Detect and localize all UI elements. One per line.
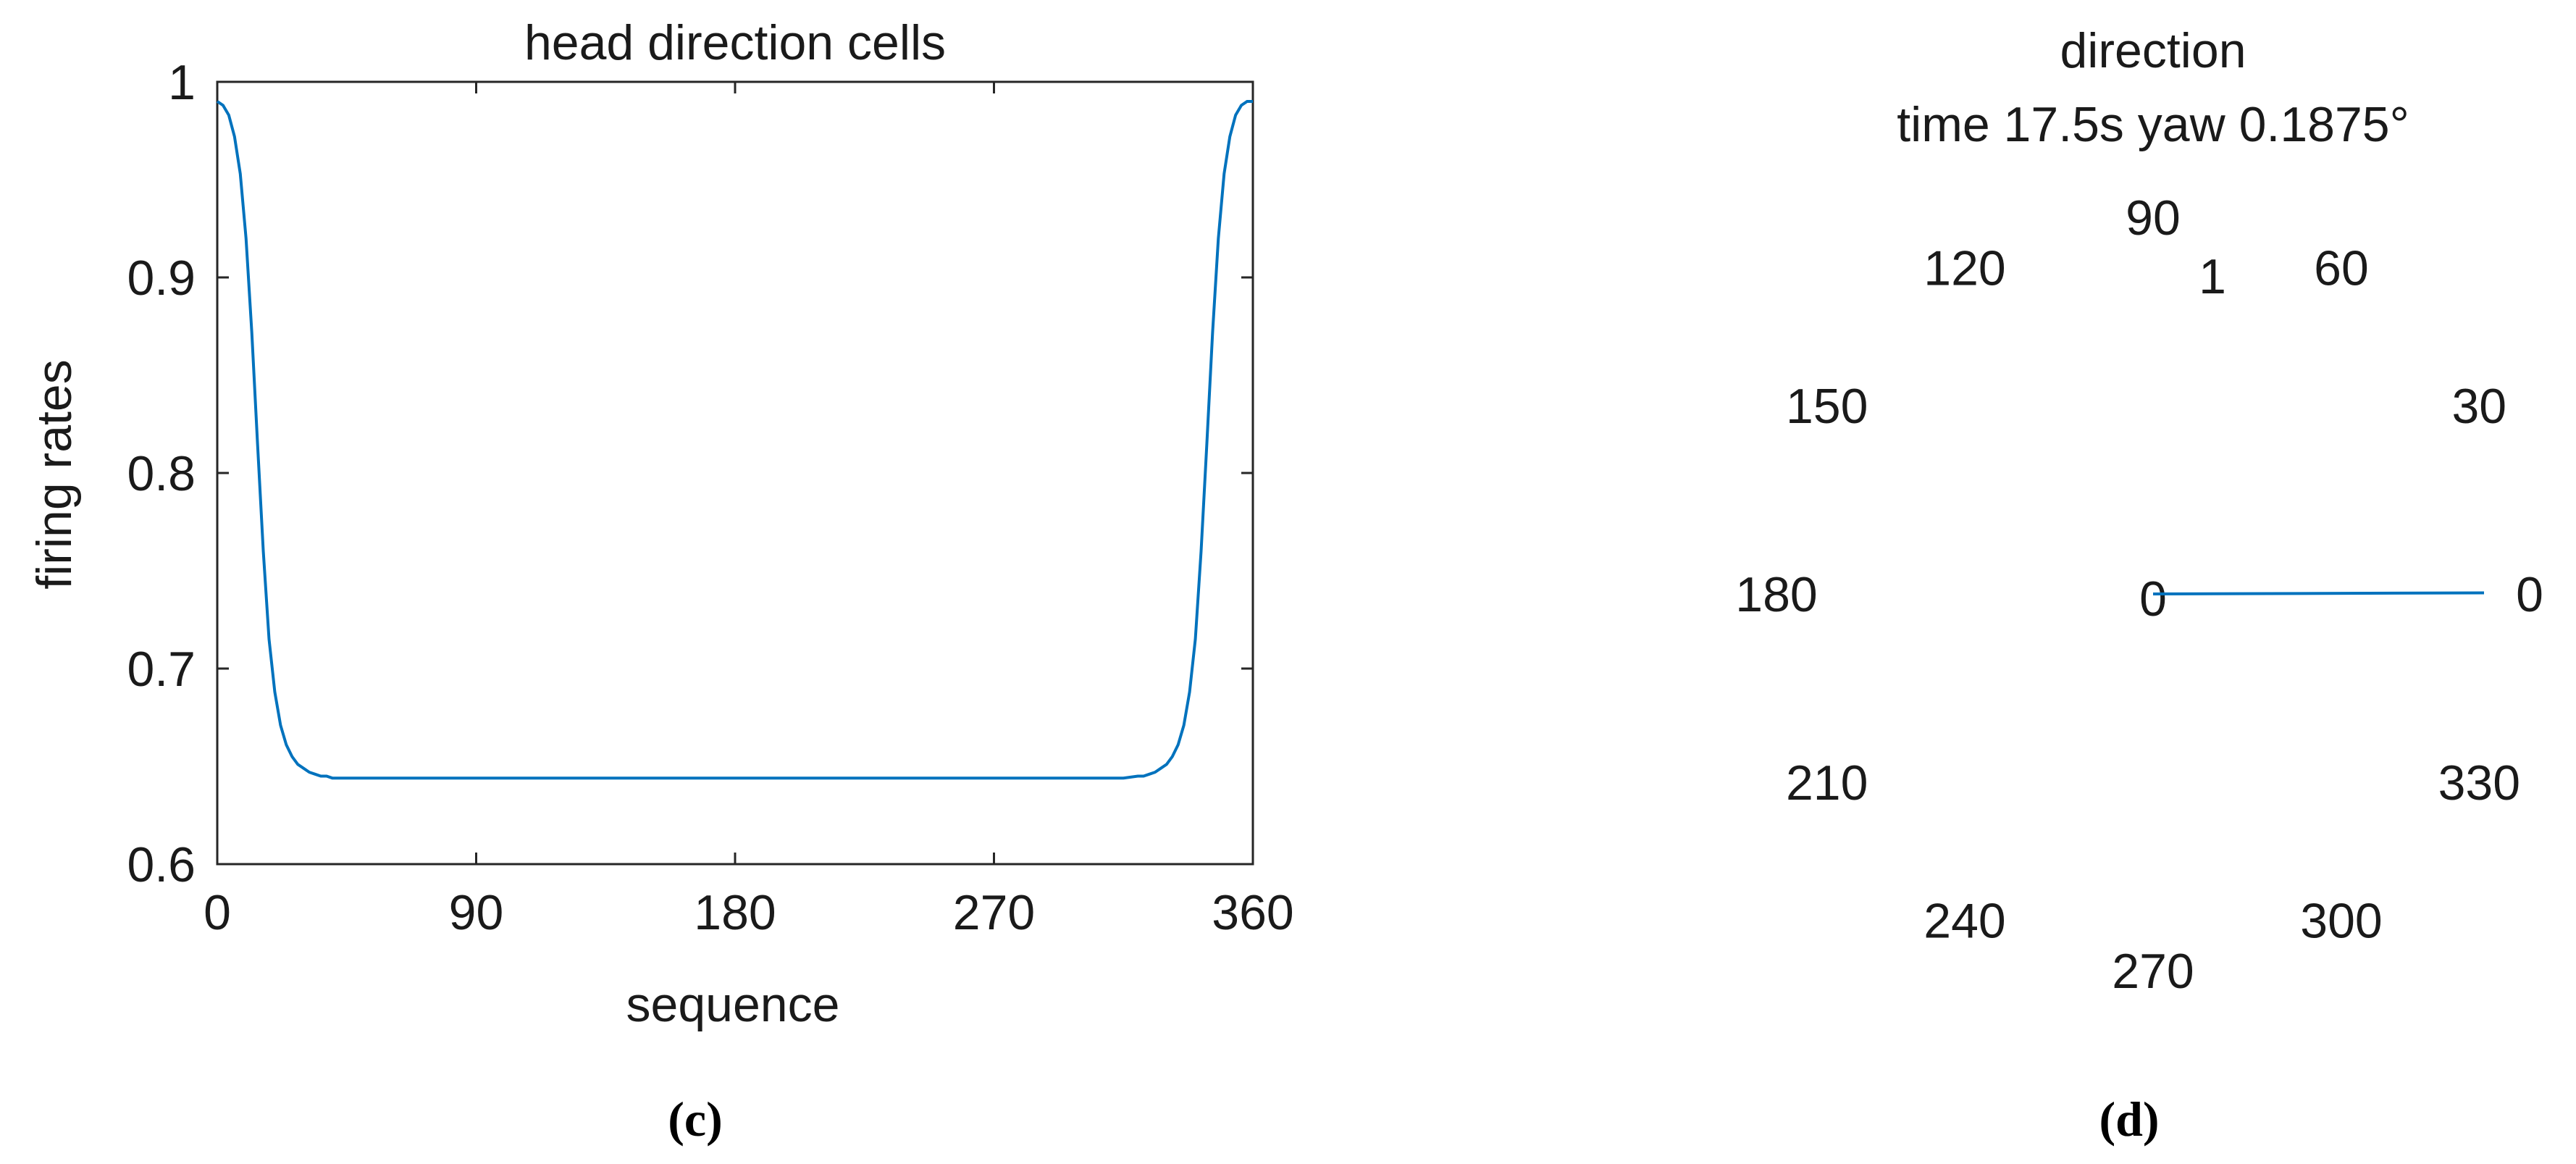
angle-label: 150 [1786, 379, 1868, 434]
angle-label: 60 [2314, 241, 2369, 296]
angle-label: 210 [1786, 755, 1868, 811]
angle-label: 180 [1735, 567, 1817, 622]
caption-d: (d) [2099, 1092, 2159, 1147]
x-axis-label: sequence [626, 977, 840, 1032]
angle-label: 30 [2451, 379, 2506, 434]
radial-tick-label-1: 1 [2199, 249, 2226, 304]
chart-title-line-2: time 17.5s yaw 0.1875° [1897, 97, 2409, 152]
y-tick-label: 0.6 [127, 837, 196, 892]
polar-chart-panel: direction time 17.5s yaw 0.1875° 0 30 60 90… [1735, 23, 2543, 999]
x-tick-label: 270 [953, 885, 1035, 940]
caption-c: (c) [668, 1092, 722, 1147]
angle-label: 300 [2300, 893, 2382, 948]
angle-label: 330 [2438, 755, 2520, 811]
y-axis-label: firing rates [27, 359, 82, 589]
x-tick-label: 360 [1212, 885, 1293, 940]
y-tick-label: 0.9 [127, 251, 196, 306]
polar-series [2152, 591, 2485, 595]
line-chart-panel: head direction cells 0 90 180 270 3600.60.70… [27, 15, 1294, 1032]
y-tick-label: 1 [168, 55, 196, 110]
angle-label: 240 [1923, 893, 2005, 948]
angle-label: 0 [2516, 567, 2543, 622]
axis-ticks: 0 90 180 270 360 0.6 0.7 0.8 0.9 1 [127, 55, 1293, 940]
series-line [216, 100, 1253, 780]
plot-area-frame [216, 80, 1254, 866]
angle-label: 90 [2126, 190, 2181, 246]
y-tick-label: 0.7 [127, 642, 196, 697]
y-tick-label: 0.8 [127, 446, 196, 501]
x-tick-label: 0 [204, 885, 231, 940]
angle-labels: 0 30 60 90 120 150 180 210 240 270 300 330 [1735, 190, 2543, 999]
direction-line [2152, 591, 2485, 595]
x-tick-label: 180 [694, 885, 776, 940]
angle-label: 270 [2112, 944, 2194, 999]
chart-title-line-1: direction [2060, 23, 2246, 78]
x-tick-label: 90 [449, 885, 504, 940]
radial-tick-label-0: 0 [2139, 571, 2167, 627]
angle-label: 120 [1923, 241, 2005, 296]
chart-title: head direction cells [524, 15, 946, 70]
